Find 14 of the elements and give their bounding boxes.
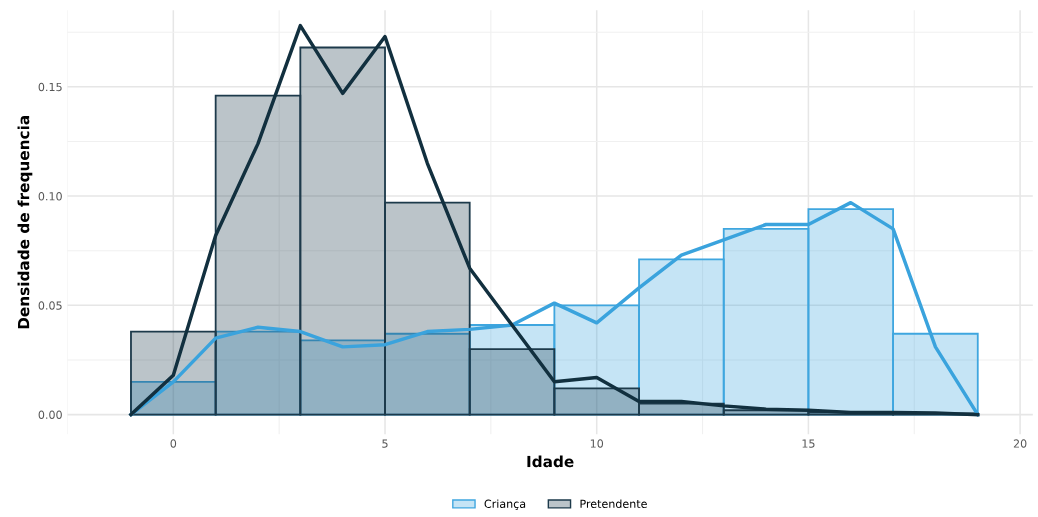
x-tick-label: 5	[382, 439, 388, 448]
x-tick-label: 10	[590, 439, 604, 448]
y-tick-label: 0.00	[38, 410, 62, 419]
line-series	[129, 23, 980, 417]
y-tick-label: 0.05	[38, 301, 62, 310]
y-tick-label: 0.10	[38, 192, 62, 201]
legend-label: Criança	[484, 499, 526, 510]
y-tick-label: 0.15	[38, 82, 62, 92]
x-axis-title: Idade	[527, 455, 574, 468]
legend-label: Pretendente	[580, 499, 647, 508]
x-tick-label: 0	[170, 439, 177, 448]
x-tick-label: 20	[1013, 439, 1027, 448]
x-tick-label: 15	[802, 439, 815, 448]
y-axis-title: Densidade de frequencia	[17, 116, 33, 329]
